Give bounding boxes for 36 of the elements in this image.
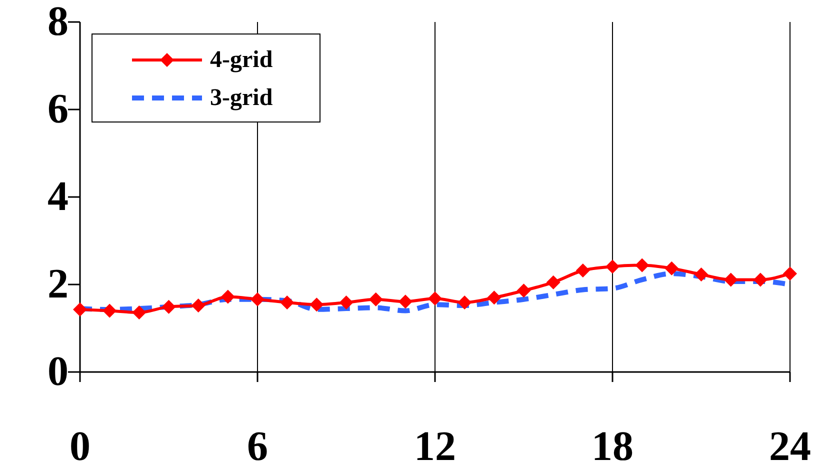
- point: [606, 260, 620, 274]
- point: [280, 295, 294, 310]
- point: [458, 295, 472, 310]
- point: [162, 300, 176, 314]
- y-tick-label: 2: [48, 262, 68, 308]
- x-tick-label: 12: [414, 424, 456, 470]
- point: [339, 295, 354, 310]
- point: [724, 272, 738, 287]
- y-tick-label: 4: [48, 174, 68, 220]
- point: [546, 275, 560, 290]
- point: [576, 264, 590, 278]
- point: [753, 272, 768, 287]
- legend-label: 3-grid: [210, 85, 274, 111]
- point: [368, 292, 383, 306]
- point: [428, 292, 442, 306]
- x-tick-label: 18: [592, 424, 634, 470]
- point: [102, 304, 117, 318]
- point: [73, 302, 87, 316]
- point: [250, 292, 264, 306]
- point: [398, 294, 412, 309]
- x-tick-label: 6: [247, 424, 268, 470]
- y-tick-label: 0: [48, 349, 68, 395]
- point: [694, 267, 708, 282]
- point: [516, 284, 531, 298]
- point: [220, 290, 235, 304]
- point: [132, 306, 146, 320]
- y-tick-label: 6: [48, 86, 68, 132]
- x-tick-label: 24: [769, 424, 811, 470]
- point: [783, 266, 797, 281]
- legend-label: 4-grid: [210, 47, 274, 73]
- point: [310, 298, 324, 312]
- point: [664, 261, 679, 276]
- point: [635, 258, 650, 272]
- point: [487, 290, 502, 305]
- y-tick-label: 8: [48, 0, 68, 45]
- point: [191, 298, 206, 312]
